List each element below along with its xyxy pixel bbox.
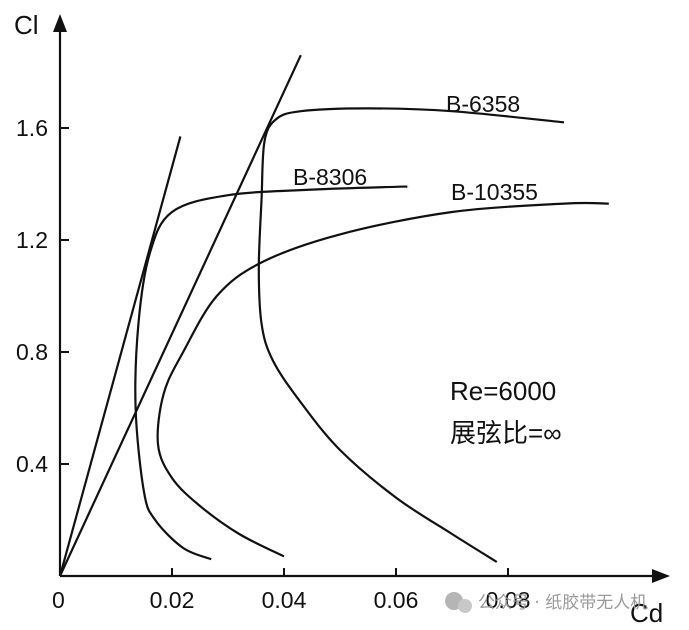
aspect-ratio-note: 展弦比=∞: [450, 418, 562, 448]
series-label-b6358: B-6358: [446, 91, 520, 117]
x-tick-label: 0.08: [486, 587, 531, 613]
x-tick-label: 0.06: [374, 587, 419, 613]
ticks: 0.02 0.04 0.06 0.08 0.4 0.8 1.2 1.6: [16, 115, 530, 613]
reynolds-number-note: Re=6000: [450, 376, 556, 406]
annotations: Re=6000 展弦比=∞: [450, 376, 562, 448]
series-labels: B-6358 B-8306 B-10355: [293, 91, 538, 205]
tangent-lines: [58, 54, 302, 577]
curve-b-6358: [257, 107, 565, 563]
y-axis-title: Cl: [14, 10, 39, 40]
x-tick-label: 0.04: [262, 587, 307, 613]
curve-b-10355: [156, 201, 609, 558]
curve-b-8306: [134, 185, 409, 561]
origin-tick-label: 0: [52, 587, 65, 613]
polar-curves: [134, 107, 609, 563]
wechat-icon-secondary: [458, 599, 472, 613]
y-tick-label: 1.6: [16, 115, 48, 141]
y-tick-label: 0.8: [16, 339, 48, 365]
x-axis-title: Cd: [630, 598, 663, 628]
series-label-b10355: B-10355: [451, 179, 538, 205]
y-axis-arrow: [53, 14, 67, 32]
y-tick-label: 0.4: [16, 451, 48, 477]
x-tick-label: 0.02: [150, 587, 195, 613]
tangent-line-2: [59, 54, 302, 577]
tangent-line-1: [58, 136, 182, 577]
x-axis-arrow: [652, 569, 670, 583]
axes: Cl Cd 0: [14, 10, 670, 628]
series-label-b8306: B-8306: [293, 164, 367, 190]
watermark-text: 公众号 · 纸胶带无人机: [478, 593, 647, 613]
watermark: 公众号 · 纸胶带无人机: [445, 592, 647, 613]
y-tick-label: 1.2: [16, 227, 48, 253]
